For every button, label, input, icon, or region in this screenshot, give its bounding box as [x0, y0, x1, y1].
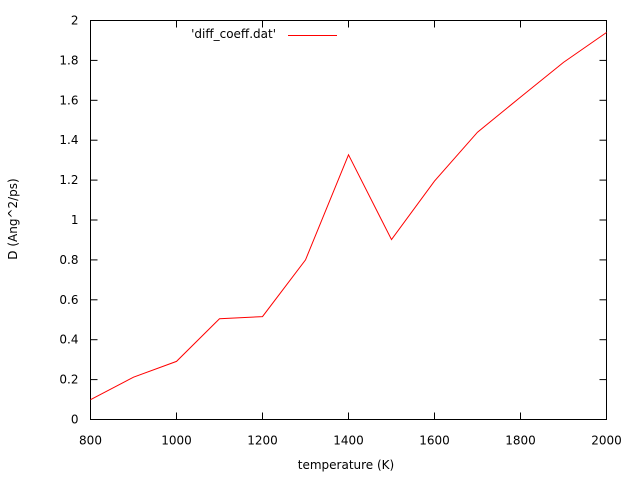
y-tick-label: 0.6	[59, 293, 78, 307]
y-tick-label: 1.6	[59, 93, 78, 107]
series-line	[90, 32, 607, 401]
y-tick-label: 1.8	[59, 53, 78, 67]
legend-label: 'diff_coeff.dat'	[191, 27, 276, 41]
x-tick-label: 2000	[591, 434, 622, 448]
x-tick-label: 1200	[247, 434, 278, 448]
y-tick-label: 0.2	[59, 373, 78, 387]
x-tick-label: 1600	[419, 434, 450, 448]
y-tick-label: 0.8	[59, 253, 78, 267]
y-tick-label: 2	[71, 14, 79, 28]
plot-border	[90, 20, 607, 420]
y-tick-label: 1.4	[59, 133, 78, 147]
x-axis-label: temperature (K)	[298, 458, 394, 472]
y-tick-label: 1	[71, 213, 79, 227]
x-tick-label: 1800	[505, 434, 536, 448]
y-tick-label: 1.2	[59, 173, 78, 187]
y-tick-label: 0	[71, 413, 79, 427]
x-tick-label: 1000	[161, 434, 192, 448]
x-tick-label: 1400	[333, 434, 364, 448]
y-tick-label: 0.4	[59, 333, 78, 347]
y-axis-label: D (Ang^2/ps)	[6, 178, 20, 259]
x-tick-label: 800	[79, 434, 102, 448]
